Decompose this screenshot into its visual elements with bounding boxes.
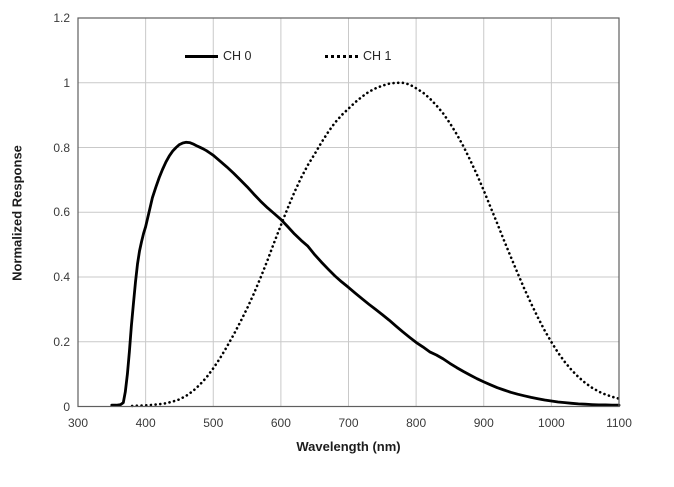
legend-label-ch1: CH 1	[363, 49, 392, 63]
legend-label-ch0: CH 0	[223, 49, 252, 63]
x-tick-label-600: 600	[270, 416, 291, 430]
ch0-solid-line-sample	[185, 55, 218, 58]
ch1-dotted-line-sample	[325, 55, 358, 58]
x-tick-label-1000: 1000	[538, 416, 565, 430]
y-axis-title: Normalized Response	[9, 145, 25, 281]
x-tick-label-300: 300	[67, 416, 89, 430]
y-tick-label-1: 1	[63, 75, 70, 90]
y-tick-label-0: 0	[63, 399, 70, 414]
legend-item-ch0: CH 0	[185, 49, 251, 64]
y-tick-label-0.6: 0.6	[53, 205, 70, 220]
x-tick-label-700: 700	[338, 416, 359, 430]
curve-ch0	[110, 140, 621, 407]
x-axis-title: Wavelength (nm)	[296, 439, 401, 454]
x-tick-label-1100: 1100	[606, 416, 632, 430]
x-tick-label-500: 500	[203, 416, 224, 430]
y-tick-label-0.8: 0.8	[53, 140, 70, 155]
x-tick-label-900: 900	[473, 416, 494, 430]
y-tick-label-0.2: 0.2	[53, 334, 70, 349]
curve-ch1	[130, 81, 621, 408]
x-tick-label-800: 800	[406, 416, 427, 430]
y-tick-label-0.4: 0.4	[53, 270, 70, 284]
plot-border	[77, 17, 620, 408]
legend-item-ch1: CH 1	[325, 49, 391, 64]
x-tick-label-400: 400	[135, 416, 156, 430]
y-tick-label-1.2: 1.2	[53, 11, 70, 25]
